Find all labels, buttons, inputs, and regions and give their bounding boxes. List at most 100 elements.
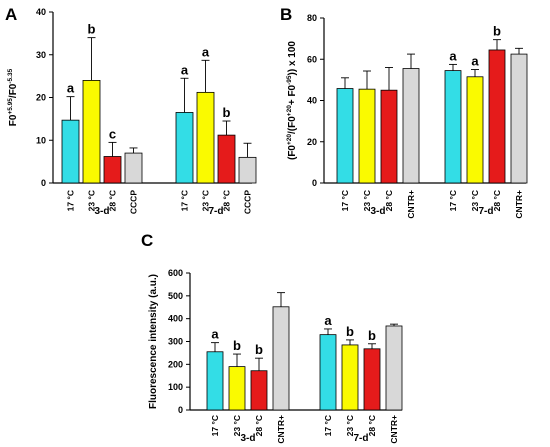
bar: [61, 119, 80, 184]
category-label: 23 °C: [201, 190, 211, 211]
significance-label: b: [368, 328, 376, 343]
category-label: CNTR+: [389, 415, 399, 444]
bar: [124, 152, 143, 184]
bar: [444, 70, 462, 184]
significance-label: b: [255, 342, 263, 357]
y-tick-label: 10: [36, 135, 46, 145]
category-label: CNTR+: [276, 415, 286, 444]
y-tick-label: 30: [36, 50, 46, 60]
bar: [238, 156, 257, 184]
y-tick-label: 40: [307, 96, 317, 106]
category-label: 17 °C: [180, 190, 190, 211]
bar: [250, 370, 268, 411]
group-label: 3-d: [371, 206, 386, 217]
category-label: 28 °C: [222, 190, 232, 211]
category-label: 23 °C: [470, 190, 480, 211]
y-tick-label: 100: [168, 382, 183, 392]
category-label: 28 °C: [384, 190, 394, 211]
significance-label: b: [88, 22, 96, 37]
bar: [228, 366, 246, 411]
category-label: 17 °C: [66, 190, 76, 211]
group-label: 7-d: [354, 433, 369, 444]
y-tick-label: 60: [307, 54, 317, 64]
y-tick-label: 500: [168, 291, 183, 301]
y-tick-label: 0: [178, 405, 183, 415]
significance-label: b: [233, 338, 241, 353]
panel-letter: B: [280, 5, 292, 24]
y-tick-label: 0: [312, 178, 317, 188]
category-label: 17 °C: [340, 190, 350, 211]
bar: [336, 88, 354, 184]
significance-label: a: [211, 327, 219, 342]
y-tick-label: 20: [36, 93, 46, 103]
category-label: 23 °C: [362, 190, 372, 211]
y-axis-title-part: F0: [8, 114, 19, 126]
category-label: 17 °C: [210, 415, 220, 436]
category-label: CCCP: [243, 190, 253, 214]
bar: [380, 89, 398, 184]
y-tick-label: 600: [168, 268, 183, 278]
bar: [358, 88, 376, 184]
y-axis-title-part: /(F0: [287, 116, 298, 134]
category-label: 23 °C: [345, 415, 355, 436]
bar: [206, 351, 224, 411]
y-axis-title-part: + F0: [287, 84, 298, 105]
category-label: 23 °C: [232, 415, 242, 436]
y-tick-label: 200: [168, 359, 183, 369]
y-axis-title-sup: -5.35: [7, 68, 14, 83]
panel-letter: A: [5, 5, 17, 24]
y-tick-label: 400: [168, 314, 183, 324]
y-axis-title-sup: +20: [286, 134, 293, 145]
category-label: CNTR+: [514, 190, 524, 219]
bar: [319, 334, 337, 411]
y-axis-title-sup: +5.95: [7, 98, 14, 115]
y-axis-title-part: )) x 100: [287, 41, 298, 76]
significance-label: b: [493, 24, 501, 39]
significance-label: a: [181, 62, 189, 77]
category-label: 28 °C: [367, 415, 377, 436]
y-axis-title-part: Fluorescence intensity (a.u.): [148, 274, 159, 409]
significance-label: a: [202, 44, 210, 59]
panel-c: C 0 100 200 300 400 500 600 Fluorescence intensi…: [141, 231, 403, 444]
y-axis-title: (F0+20/(F0+20+ F0-95)) x 100: [286, 41, 298, 160]
category-label: 17 °C: [323, 415, 333, 436]
group-label: 3-d: [95, 206, 110, 217]
y-axis-title-sup: +20: [286, 105, 293, 116]
bar: [175, 112, 194, 184]
significance-label: b: [346, 324, 354, 339]
category-label: 17 °C: [448, 190, 458, 211]
bar: [466, 76, 484, 184]
significance-label: a: [324, 313, 332, 328]
group-label: 3-d: [241, 433, 256, 444]
group-label: 7-d: [209, 206, 224, 217]
bar: [196, 91, 215, 184]
y-tick-label: 80: [307, 13, 317, 23]
panel-a: A 0 10 20 30 40 F0+5.95/F0-5.35 a 17 °C b 23 °C c 28…: [5, 5, 257, 217]
category-label: CCCP: [129, 190, 139, 214]
bar: [363, 348, 381, 411]
panel-b: B 0 20 40 60 80 (F0+20/(F0+20+ F0-95)) x 100 17…: [280, 5, 528, 219]
category-label: 23 °C: [87, 190, 97, 211]
bar: [82, 80, 101, 184]
y-axis-title: Fluorescence intensity (a.u.): [148, 274, 159, 409]
bar: [402, 68, 420, 184]
y-tick-label: 40: [36, 7, 46, 17]
category-label: CNTR+: [406, 190, 416, 219]
category-label: 28 °C: [254, 415, 264, 436]
panel-letter: C: [141, 231, 153, 250]
bar: [385, 325, 403, 411]
category-label: 28 °C: [108, 190, 118, 211]
y-tick-label: 20: [307, 137, 317, 147]
y-axis-title-sup: -95: [286, 75, 293, 85]
significance-label: c: [109, 126, 116, 141]
significance-label: a: [449, 48, 457, 63]
bar: [510, 53, 528, 184]
category-label: 28 °C: [492, 190, 502, 211]
bar: [341, 344, 359, 411]
significance-label: a: [471, 54, 479, 69]
significance-label: a: [67, 81, 75, 96]
significance-label: b: [223, 105, 231, 120]
bar: [103, 156, 122, 184]
y-tick-label: 300: [168, 337, 183, 347]
